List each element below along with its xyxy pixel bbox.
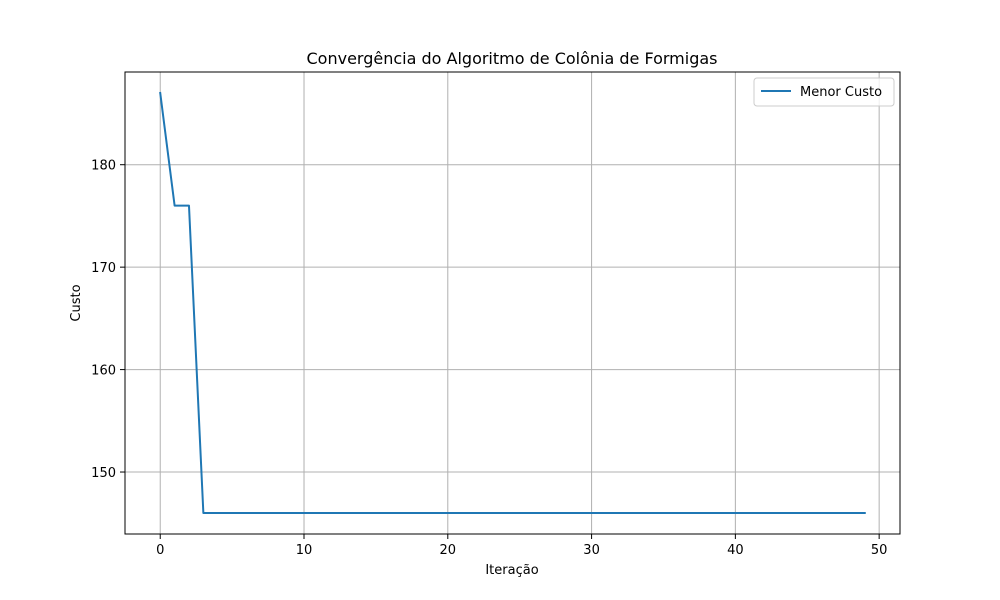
y-tick-label: 180 (91, 159, 116, 174)
y-tick-label: 150 (91, 466, 116, 481)
x-tick-label: 10 (296, 543, 313, 558)
y-tick-label: 160 (91, 364, 116, 379)
y-axis-label: Custo (69, 284, 84, 321)
x-tick-label: 20 (440, 543, 457, 558)
x-tick-label: 50 (871, 543, 888, 558)
x-tick-label: 30 (583, 543, 600, 558)
plot-area-frame (124, 71, 901, 535)
x-tick-label: 0 (156, 543, 164, 558)
series-line-menor-custo (159, 91, 866, 514)
legend-box (753, 77, 895, 107)
x-axis-label: Iteração (485, 563, 538, 578)
series-lines (159, 91, 866, 514)
x-tick-label: 40 (727, 543, 744, 558)
grid-lines (125, 72, 900, 534)
y-axis-ticks: 150 160 170 180 (91, 159, 125, 481)
chart-title: Convergência do Algoritmo de Colônia de … (307, 49, 718, 68)
x-axis-ticks: 0 10 20 30 40 50 (156, 534, 887, 558)
legend: Menor Custo (753, 77, 895, 107)
legend-label: Menor Custo (800, 85, 882, 100)
y-tick-label: 170 (91, 261, 116, 276)
